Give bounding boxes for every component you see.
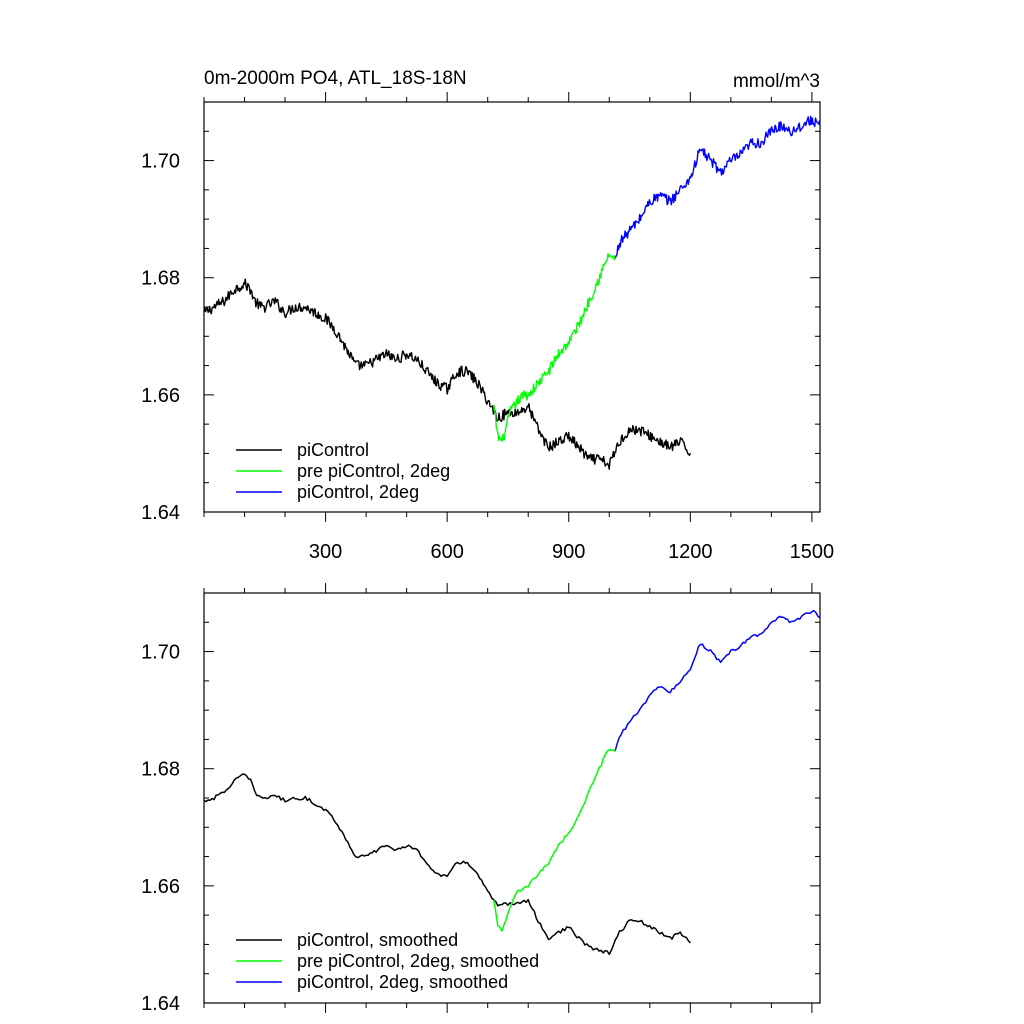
series-line-2 [614, 115, 821, 259]
series-line-1 [493, 253, 616, 443]
legend-label: pre piControl, 2deg, smoothed [297, 951, 539, 971]
y-tick-label: 1.70 [141, 151, 180, 173]
x-tick-label: 1500 [790, 541, 835, 563]
x-tick-label: 300 [309, 541, 342, 563]
x-tick-label: 600 [430, 541, 463, 563]
series-line-0 [203, 773, 691, 956]
legend-label: piControl, smoothed [297, 930, 458, 950]
y-tick-label: 1.64 [141, 502, 180, 524]
y-tick-label: 1.70 [141, 642, 180, 664]
legend-label: piControl, 2deg, smoothed [297, 972, 508, 992]
series-line-0 [203, 278, 691, 470]
y-tick-label: 1.68 [141, 268, 180, 290]
y-tick-label: 1.68 [141, 759, 180, 781]
chart-title: 0m-2000m PO4, ATL_18S-18N [204, 68, 467, 89]
y-tick-label: 1.66 [141, 385, 180, 407]
legend-label: piControl, 2deg [297, 482, 419, 502]
y-tick-label: 1.66 [141, 876, 180, 898]
x-tick-label: 1200 [668, 541, 713, 563]
legend-label: piControl [297, 440, 369, 460]
series-line-1 [493, 748, 616, 932]
unit-label: mmol/m^3 [733, 71, 820, 92]
legend-label: pre piControl, 2deg [297, 461, 450, 481]
y-tick-label: 1.64 [141, 993, 180, 1015]
top-panel: 1.64 1.66 1.68 1.70 300 600 900 1200 1500 piContr… [141, 92, 834, 563]
series-line-2 [614, 609, 821, 751]
x-tick-label: 900 [552, 541, 585, 563]
